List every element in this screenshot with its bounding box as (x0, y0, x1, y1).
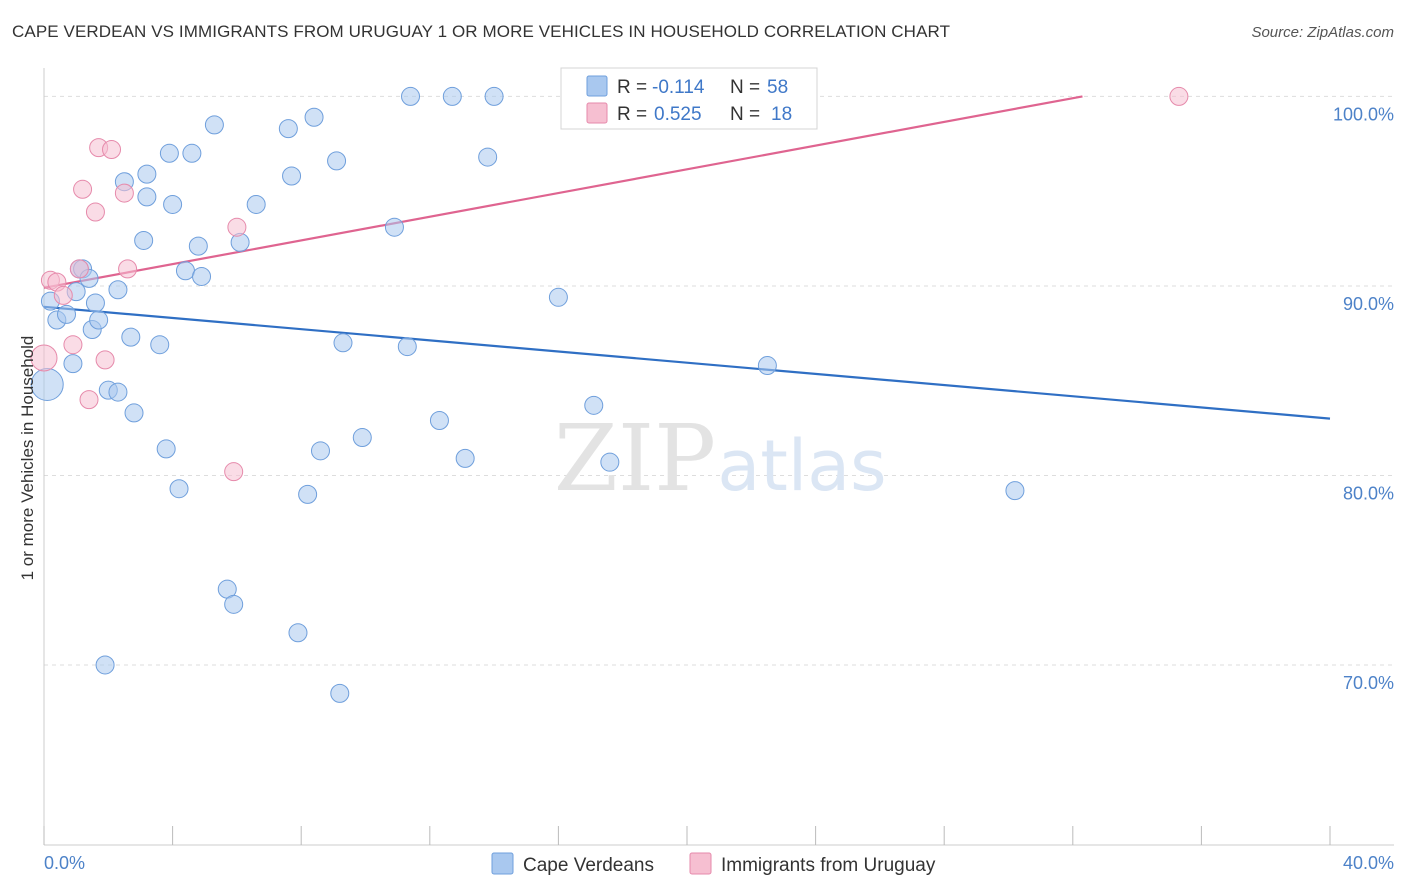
stats-swatch-cape-verdeans (586, 75, 608, 97)
point-s0-21 (137, 187, 157, 207)
point-s0-10 (85, 293, 105, 313)
point-s0-11 (89, 310, 109, 330)
point-s1-0 (30, 344, 58, 372)
point-s0-44 (333, 333, 353, 353)
stats-n-label-0: N = (730, 77, 760, 98)
stats-n-label-1: N = (730, 104, 760, 125)
trend-lines (43, 95, 1331, 420)
stats-n-value-0: 58 (767, 77, 788, 98)
point-s0-38 (288, 623, 308, 643)
point-s0-33 (224, 594, 244, 614)
point-s0-30 (192, 266, 212, 286)
legend-label-uruguay: Immigrants from Uruguay (721, 855, 936, 876)
point-s1-6 (73, 179, 93, 199)
point-s0-19 (134, 230, 154, 250)
point-s0-31 (204, 115, 224, 135)
y-axis-tick-labels: 100.0% 90.0% 80.0% 70.0% (1333, 104, 1394, 693)
stats-r-label-0: R = (617, 77, 647, 98)
trend-line-0 (43, 305, 1331, 420)
point-s0-17 (121, 327, 141, 347)
point-s1-12 (114, 183, 134, 203)
source-label: Source: ZipAtlas.com (1251, 24, 1394, 41)
y-tick-label-2: 80.0% (1343, 483, 1394, 503)
stats-r-label-1: R = (617, 104, 647, 125)
point-s0-43 (330, 683, 350, 703)
point-s0-4 (63, 354, 83, 374)
x-tick-min: 0.0% (44, 853, 85, 873)
point-s0-36 (278, 119, 298, 139)
legend-label-cape-verdeans: Cape Verdeans (523, 855, 654, 876)
y-tick-label-0: 100.0% (1333, 104, 1394, 124)
point-s1-14 (224, 462, 244, 482)
point-s0-39 (298, 484, 318, 504)
stats-n-value-1: 18 (771, 104, 792, 125)
trend-line-1 (43, 95, 1083, 289)
point-s0-20 (137, 164, 157, 184)
point-s0-3 (57, 304, 77, 324)
point-s1-3 (53, 285, 73, 305)
point-s0-47 (397, 337, 417, 357)
point-s1-10 (95, 350, 115, 370)
point-s0-18 (124, 403, 144, 423)
point-s0-24 (159, 143, 179, 163)
point-s1-13 (118, 259, 138, 279)
stats-r-value-0: -0.114 (652, 77, 705, 98)
grid-lines (44, 95, 1394, 666)
point-s0-56 (600, 452, 620, 472)
chart-title: CAPE VERDEAN VS IMMIGRANTS FROM URUGUAY … (12, 22, 951, 41)
axes (43, 68, 1394, 846)
point-s0-40 (304, 107, 324, 127)
point-s1-8 (85, 202, 105, 222)
point-s0-27 (175, 261, 195, 281)
point-s0-41 (310, 441, 330, 461)
point-s0-45 (352, 428, 372, 448)
x-tick-max: 40.0% (1343, 853, 1394, 873)
point-s0-26 (169, 479, 189, 499)
point-s0-55 (584, 395, 604, 415)
point-s0-15 (108, 280, 128, 300)
point-s0-14 (108, 382, 128, 402)
y-axis-label: 1 or more Vehicles in Household (18, 336, 37, 581)
point-s0-37 (282, 166, 302, 186)
point-s0-52 (478, 147, 498, 167)
legend-swatch-cape-verdeans (491, 852, 514, 875)
stats-r-value-1: 0.525 (654, 104, 702, 125)
point-s1-11 (102, 139, 122, 159)
point-s0-54 (548, 287, 568, 307)
x-axis-ticks (43, 826, 1331, 845)
watermark: ZIP atlas (554, 405, 887, 512)
point-s1-17 (1169, 86, 1189, 106)
point-s0-29 (188, 236, 208, 256)
y-tick-label-1: 90.0% (1343, 294, 1394, 314)
y-tick-label-3: 70.0% (1343, 673, 1394, 693)
point-s0-42 (327, 151, 347, 171)
data-points (30, 86, 1189, 703)
point-s1-15 (227, 217, 247, 237)
point-s1-7 (79, 390, 99, 410)
stats-swatch-uruguay (586, 102, 608, 124)
point-s0-35 (246, 194, 266, 214)
point-s0-23 (156, 439, 176, 459)
point-s0-12 (95, 655, 115, 675)
point-s0-22 (150, 335, 170, 355)
point-s1-4 (63, 335, 83, 355)
point-s0-51 (455, 448, 475, 468)
series-legend: Cape Verdeans Immigrants from Uruguay (491, 852, 936, 876)
point-s1-5 (69, 259, 89, 279)
point-s0-50 (442, 86, 462, 106)
stats-legend: R = -0.114 N = 58 R = 0.525 N = 18 (560, 67, 818, 130)
watermark-atlas: atlas (717, 425, 886, 507)
point-s0-28 (182, 143, 202, 163)
point-s0-57 (757, 356, 777, 376)
point-s0-25 (163, 194, 183, 214)
legend-swatch-uruguay (689, 852, 712, 875)
point-s0-48 (401, 86, 421, 106)
watermark-zip: ZIP (554, 405, 716, 512)
point-s0-46 (384, 217, 404, 237)
point-s0-53 (484, 86, 504, 106)
point-s0-49 (429, 410, 449, 430)
point-s0-58 (1005, 481, 1025, 501)
